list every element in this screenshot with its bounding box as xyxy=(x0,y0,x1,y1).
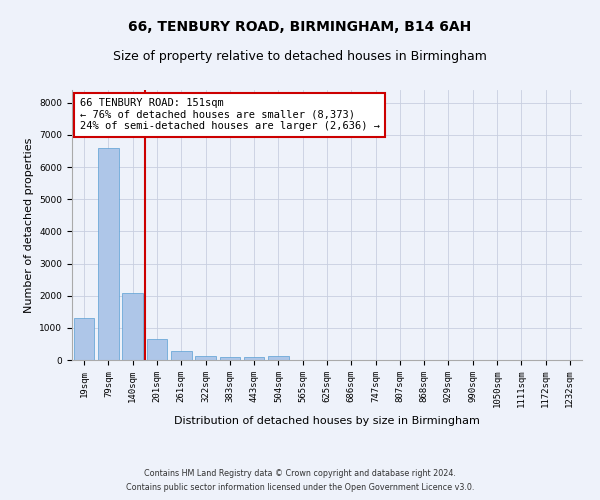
Bar xyxy=(98,148,119,360)
Text: Contains public sector information licensed under the Open Government Licence v3: Contains public sector information licen… xyxy=(126,484,474,492)
Text: Size of property relative to detached houses in Birmingham: Size of property relative to detached ho… xyxy=(113,50,487,63)
Bar xyxy=(146,339,167,360)
Y-axis label: Number of detached properties: Number of detached properties xyxy=(24,138,34,312)
Text: Contains HM Land Registry data © Crown copyright and database right 2024.: Contains HM Land Registry data © Crown c… xyxy=(144,468,456,477)
Bar xyxy=(171,351,191,360)
Bar xyxy=(74,318,94,360)
Text: 66 TENBURY ROAD: 151sqm
← 76% of detached houses are smaller (8,373)
24% of semi: 66 TENBURY ROAD: 151sqm ← 76% of detache… xyxy=(80,98,380,132)
Bar xyxy=(268,356,289,360)
Text: 66, TENBURY ROAD, BIRMINGHAM, B14 6AH: 66, TENBURY ROAD, BIRMINGHAM, B14 6AH xyxy=(128,20,472,34)
Bar xyxy=(244,358,265,360)
Bar xyxy=(122,294,143,360)
X-axis label: Distribution of detached houses by size in Birmingham: Distribution of detached houses by size … xyxy=(174,416,480,426)
Bar xyxy=(220,357,240,360)
Bar xyxy=(195,356,216,360)
